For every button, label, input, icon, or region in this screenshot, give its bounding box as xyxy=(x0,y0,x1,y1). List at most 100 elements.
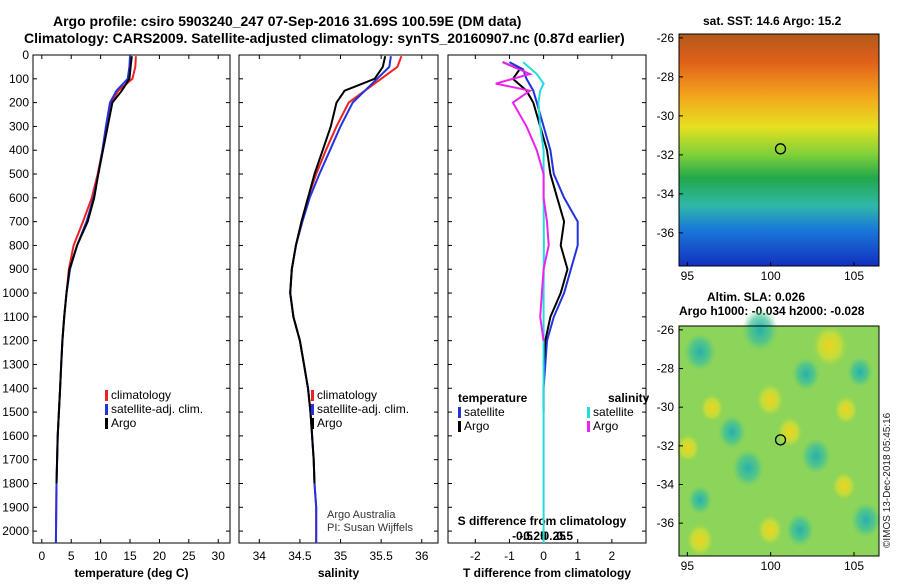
temperature-xtick-label: 10 xyxy=(94,549,108,563)
difference-series-s-argo xyxy=(495,61,550,341)
argo-float-location-marker xyxy=(774,434,787,446)
diff-legend-swatch xyxy=(587,421,590,432)
latitude-tick-label: -26 xyxy=(657,31,675,45)
sst-map-frame xyxy=(678,33,880,267)
figure-title: Argo profile: csiro 5903240_247 07-Sep-2… xyxy=(53,13,521,29)
temperature-xtick-label: 25 xyxy=(182,549,196,563)
salinity-diff-tick-label: 0.5 xyxy=(556,529,573,543)
sst-heatmap xyxy=(679,34,879,266)
temperature-legend-label: Argo xyxy=(111,416,137,430)
salinity-legend-label: satellite-adj. clim. xyxy=(317,402,409,416)
salinity-xtick-label: 35.5 xyxy=(369,549,393,563)
temperature-xtick-label: 5 xyxy=(68,549,75,563)
pressure-tick-label: 200 xyxy=(9,96,29,110)
temperature-profile-panel: 0100200300400500600700800900100011001200… xyxy=(2,48,231,580)
difference-xtick-label: 0 xyxy=(540,549,547,563)
latitude-tick-label: -36 xyxy=(657,516,675,530)
temperature-xlabel: temperature (deg C) xyxy=(74,566,188,580)
sla-anomaly-blobs xyxy=(676,308,881,557)
sla-high-blob xyxy=(777,416,803,448)
sst-map-title: sat. SST: 14.6 Argo: 15.2 xyxy=(703,14,842,28)
pressure-tick-label: 700 xyxy=(9,215,29,229)
pressure-tick-label: 400 xyxy=(9,143,29,157)
pressure-tick-label: 800 xyxy=(9,238,29,252)
salinity-plot-frame xyxy=(238,54,439,544)
temperature-legend-label: climatology xyxy=(111,388,171,402)
salinity-diff-tick-label: -0.5 xyxy=(512,529,533,543)
pressure-tick-label: 1000 xyxy=(2,286,29,300)
sst-map-panel: sat. SST: 14.6 Argo: 15.2 -26 -28 -30 -32 -3… xyxy=(657,14,880,283)
latitude-tick-label: -32 xyxy=(657,148,675,162)
salinity-diff-tick-label: -0.25 xyxy=(519,529,547,543)
pressure-tick-label: 1400 xyxy=(2,381,29,395)
argo-float-location-marker xyxy=(774,143,787,155)
diff-legend-label: Argo xyxy=(593,419,619,433)
temperature-legend-swatch xyxy=(105,418,108,429)
sla-low-blob xyxy=(851,502,881,538)
sla-low-blob xyxy=(732,448,764,488)
latitude-tick-label: -36 xyxy=(657,226,675,240)
latitude-tick-label: -34 xyxy=(657,477,675,491)
pressure-tick-label: 2000 xyxy=(2,524,29,538)
longitude-tick-label: 100 xyxy=(761,269,781,283)
salinity-legend-label: Argo xyxy=(317,416,343,430)
sla-map-frame xyxy=(678,325,880,557)
sla-high-blob xyxy=(812,324,848,368)
temperature-series-argo xyxy=(55,56,133,484)
sla-low-blob xyxy=(688,485,712,515)
diff-legend-label: satellite xyxy=(464,405,505,419)
latitude-tick-label: -30 xyxy=(657,400,675,414)
sla-map-panel: Altim. SLA: 0.026 Argo h1000: -0.034 h20… xyxy=(657,290,881,573)
salinity-xtick-label: 34 xyxy=(253,549,267,563)
salinity-xtick-label: 35 xyxy=(334,549,348,563)
difference-xlabel: T difference from climatology xyxy=(463,566,631,580)
sla-low-blob xyxy=(742,308,778,352)
sla-low-blob xyxy=(786,513,814,547)
longitude-tick-label: 105 xyxy=(844,269,864,283)
latitude-tick-label: -30 xyxy=(657,109,675,123)
sla-low-blob xyxy=(801,438,831,474)
sla-map-title: Altim. SLA: 0.026 xyxy=(707,290,805,304)
temperature-xtick-label: 15 xyxy=(123,549,137,563)
sla-high-blob xyxy=(686,523,714,557)
salinity-xlabel: salinity xyxy=(318,566,360,580)
pressure-tick-label: 600 xyxy=(9,191,29,205)
pressure-tick-label: 0 xyxy=(22,48,29,62)
pressure-tick-label: 500 xyxy=(9,167,29,181)
difference-xtick-label: 2 xyxy=(609,549,616,563)
difference-series-t-satellite xyxy=(508,61,579,413)
difference-plot-frame xyxy=(447,54,647,544)
sla-high-blob xyxy=(757,514,783,546)
salinity-legend-label: climatology xyxy=(317,388,377,402)
temperature-xtick-label: 30 xyxy=(212,549,226,563)
salinity-legend-swatch xyxy=(311,418,314,429)
pressure-tick-label: 1100 xyxy=(3,310,29,324)
diff-legend-label: satellite xyxy=(593,405,634,419)
salinity-legend-swatch xyxy=(311,390,314,401)
latitude-tick-label: -28 xyxy=(657,70,675,84)
credit-line-1: Argo Australia xyxy=(327,509,396,521)
temperature-plot-frame xyxy=(32,54,231,544)
pressure-tick-label: 1800 xyxy=(2,476,29,490)
longitude-tick-label: 105 xyxy=(844,559,864,573)
latitude-tick-label: -26 xyxy=(657,323,675,337)
sla-high-blob xyxy=(834,395,858,425)
diff-legend-swatch xyxy=(587,407,590,418)
credit-line-2: PI: Susan Wijffels xyxy=(327,522,413,534)
pressure-tick-label: 1600 xyxy=(2,429,29,443)
pressure-tick-label: 1300 xyxy=(2,357,29,371)
pressure-tick-label: 1700 xyxy=(2,453,29,467)
pressure-tick-label: 1200 xyxy=(2,334,29,348)
longitude-tick-label: 95 xyxy=(681,269,695,283)
temperature-legend-label: satellite-adj. clim. xyxy=(111,402,203,416)
salinity-diff-xlabel: S difference from climatology xyxy=(458,514,627,528)
difference-xtick-label: -1 xyxy=(504,549,515,563)
salinity-xtick-label: 34.5 xyxy=(288,549,312,563)
figure-subtitle: Climatology: CARS2009. Satellite-adjuste… xyxy=(24,30,625,46)
salinity-series-argo xyxy=(289,55,387,484)
pressure-tick-label: 900 xyxy=(9,262,29,276)
longitude-tick-label: 95 xyxy=(681,559,695,573)
sla-low-blob xyxy=(792,357,820,391)
sla-low-blob xyxy=(718,415,746,449)
